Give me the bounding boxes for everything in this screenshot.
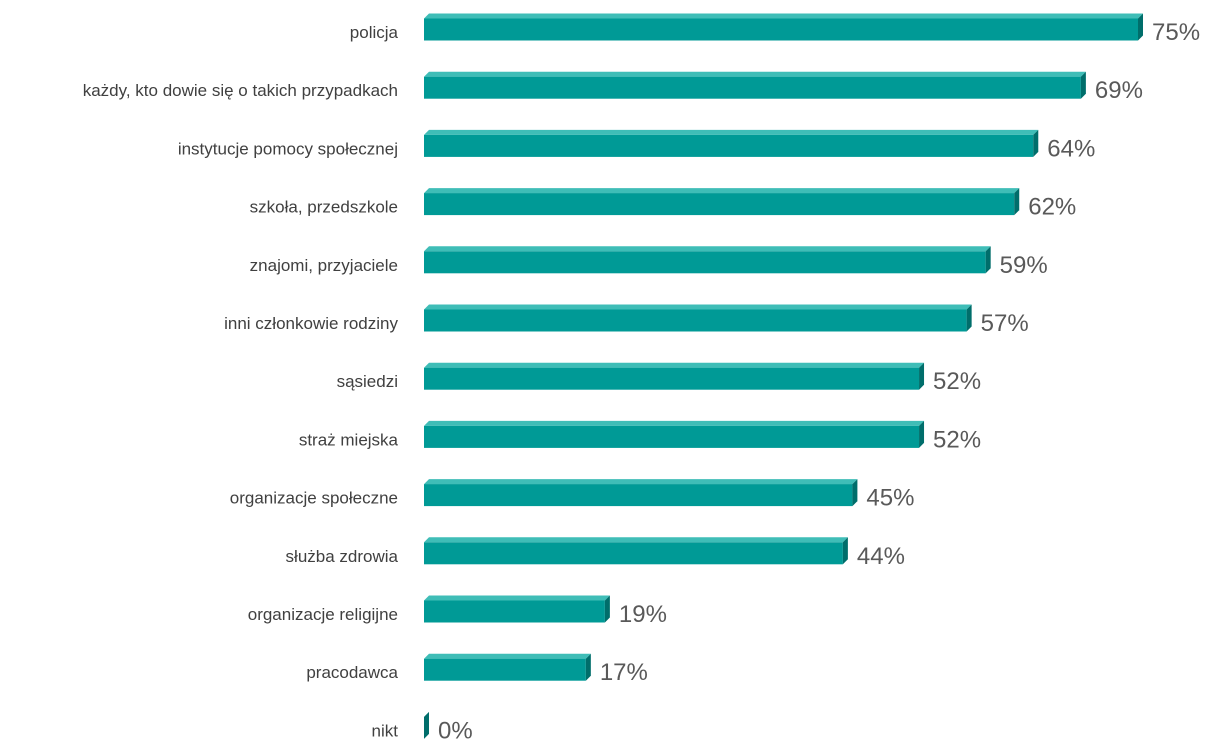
bar-side-face [1014,188,1020,216]
bar [424,367,920,390]
bar-group: każdy, kto dowie się o takich przypadkac… [83,71,1143,104]
bar [424,600,605,623]
category-label: instytucje pomocy społecznej [178,139,398,158]
bar-top-face [424,188,1020,194]
bar-group: służba zdrowia 44% [286,537,905,570]
bar-top-face [424,13,1143,19]
bar [424,658,586,681]
bar-side-face [852,479,858,507]
bar-side-face [919,420,925,448]
bar [424,425,920,448]
bar-top-face [424,304,972,310]
value-label: 59% [1000,252,1048,279]
value-label: 19% [619,601,667,628]
bar-top-face [424,129,1039,135]
bar [424,309,967,332]
bar-group: pracodawca 17% [306,653,648,686]
bar [424,18,1138,41]
bar-side-face [1033,129,1039,157]
value-label: 62% [1028,194,1076,221]
value-label: 0% [438,717,473,740]
category-label: służba zdrowia [286,547,399,566]
bar-top-face [424,479,858,485]
value-label: 75% [1152,19,1200,46]
bar-group: szkoła, przedszkole 62% [250,188,1076,221]
category-label: policja [350,23,399,42]
bar-side-face [985,246,991,274]
bar-side-face [585,653,591,681]
value-label: 52% [933,426,981,453]
bar-group: instytucje pomocy społecznej 64% [178,129,1095,162]
bar-top-face [424,537,848,543]
category-label: organizacje społeczne [230,489,398,508]
bar-top-face [424,71,1086,77]
bar-group: sąsiedzi 52% [337,362,981,395]
value-label: 45% [866,485,914,512]
value-label: 17% [600,659,648,686]
bar-group: inni członkowie rodziny 57% [224,304,1029,337]
value-label: 44% [857,543,905,570]
bar [424,134,1034,157]
bar [424,76,1081,99]
bar-group: straż miejska 52% [299,420,981,453]
category-label: znajomi, przyjaciele [250,256,398,275]
value-label: 52% [933,368,981,395]
category-label: każdy, kto dowie się o takich przypadkac… [83,81,398,100]
bar-top-face [424,362,925,368]
category-label: organizacje religijne [248,605,398,624]
bar [424,251,986,274]
bar-top-face [424,420,925,426]
bar-group: znajomi, przyjaciele 59% [250,246,1048,279]
bar [424,193,1015,216]
category-label: pracodawca [306,663,398,682]
bar-side-face [966,304,972,332]
bar-top-face [424,653,591,659]
bar [424,484,853,507]
bar-side-face [919,362,925,390]
category-label: inni członkowie rodziny [224,314,398,333]
bar-side-face [842,537,848,565]
value-label: 57% [981,310,1029,337]
bar-group: organizacje religijne 19% [248,595,667,628]
bars-layer: policja 75% każdy, kto dowie się o takich … [83,13,1200,740]
category-label: szkoła, przedszkole [250,198,398,217]
bar-top-face [424,595,610,601]
bar-group: nikt 0% [372,711,473,740]
category-label: straż miejska [299,430,399,449]
value-label: 69% [1095,77,1143,104]
category-label: nikt [372,721,399,740]
bar-top-face [424,246,991,252]
value-label: 64% [1047,135,1095,162]
bar-group: organizacje społeczne 45% [230,479,914,512]
bar [424,542,843,565]
bar-side-face [1138,13,1143,41]
bar-side-face [1080,71,1086,99]
bar-group: policja 75% [350,13,1200,46]
bar-side-face [604,595,610,623]
bar-side-face [424,711,429,739]
category-label: sąsiedzi [337,372,398,391]
